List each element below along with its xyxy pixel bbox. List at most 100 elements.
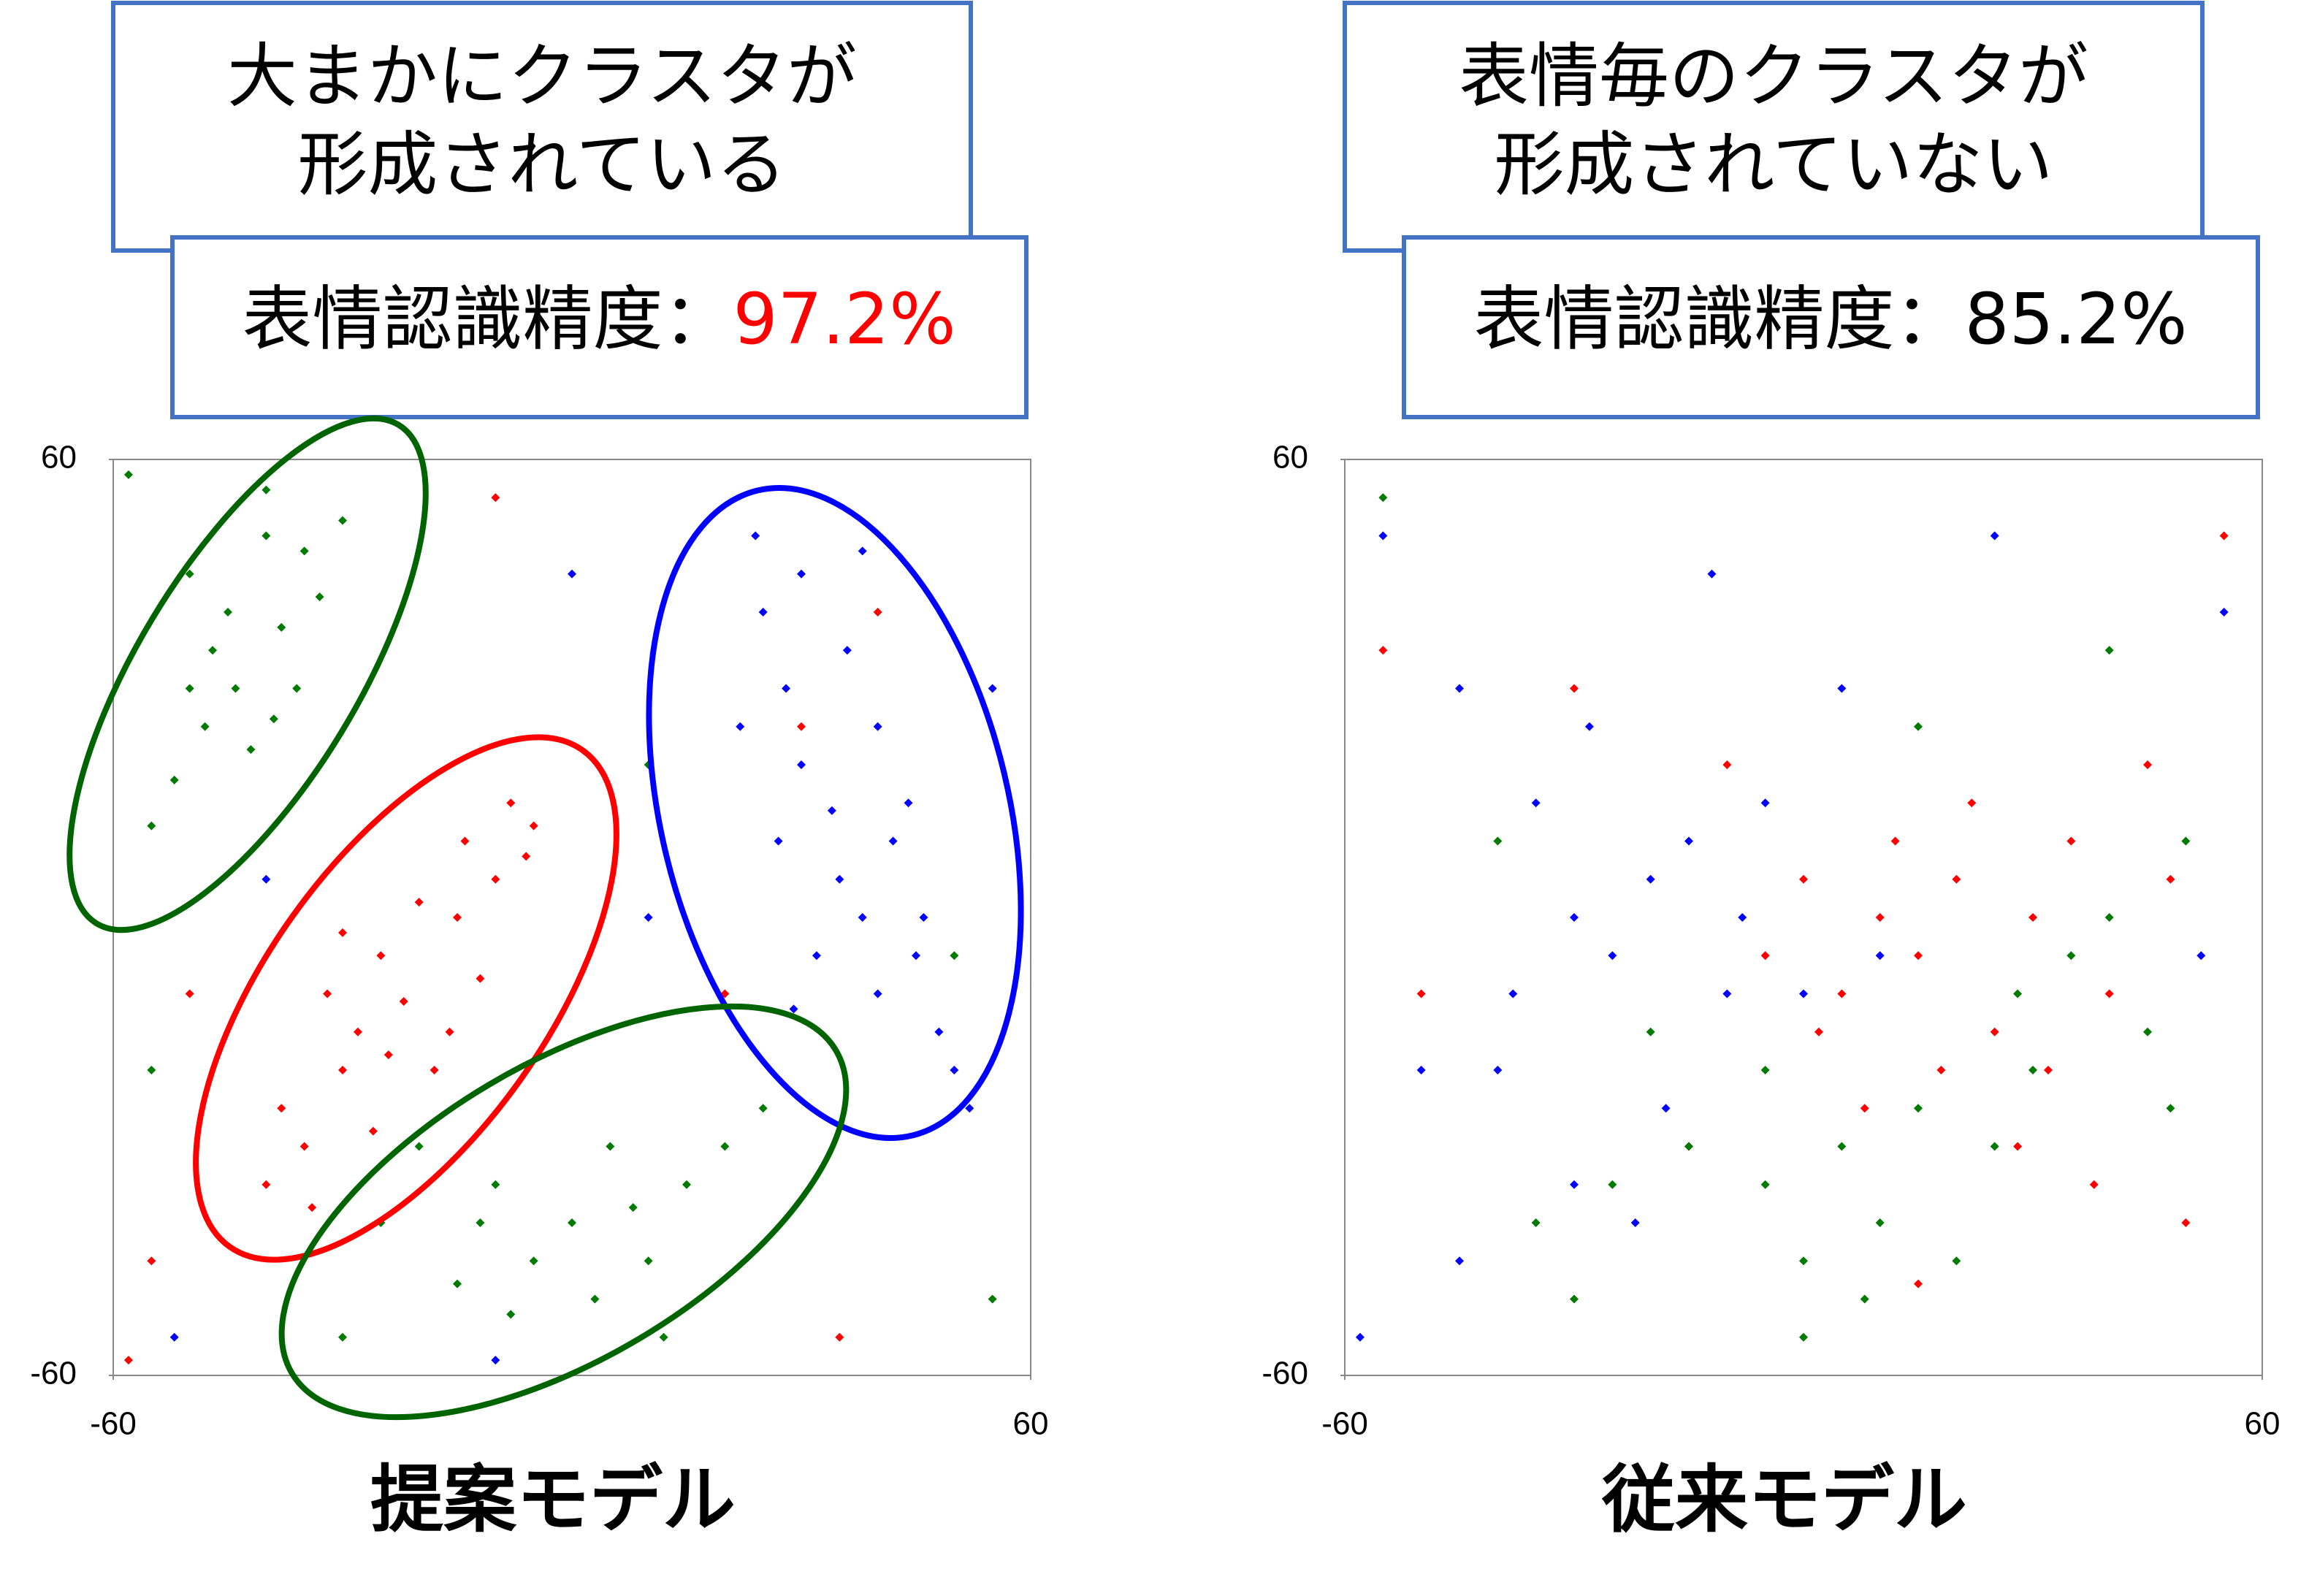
point — [1837, 684, 1847, 693]
cluster-ellipse — [646, 485, 1024, 1141]
point — [2143, 760, 2152, 769]
point — [185, 569, 194, 579]
point — [1646, 874, 1655, 884]
point — [873, 989, 882, 999]
point — [1738, 913, 1747, 922]
point — [338, 516, 347, 525]
point — [1378, 493, 1388, 503]
accuracy-label: 表情認識精度： — [1474, 278, 1965, 360]
point — [1914, 722, 1923, 731]
point — [644, 1256, 653, 1266]
point — [506, 1310, 516, 1319]
point — [1570, 1180, 1579, 1189]
point — [934, 1027, 944, 1036]
point — [797, 569, 806, 579]
point — [1531, 798, 1541, 808]
point — [950, 951, 959, 961]
point — [299, 1142, 309, 1151]
point — [1799, 874, 1808, 884]
point — [262, 1180, 271, 1189]
point — [1990, 531, 1999, 541]
point — [1508, 989, 1518, 999]
point — [491, 874, 500, 884]
point — [950, 1066, 959, 1074]
point — [315, 592, 324, 602]
point — [506, 798, 516, 808]
point — [988, 1294, 997, 1304]
point — [1584, 722, 1594, 731]
y-tick-label: 60 — [41, 440, 77, 476]
point — [1378, 531, 1388, 541]
point — [1875, 951, 1885, 961]
point — [590, 1294, 600, 1304]
point — [2197, 951, 2206, 961]
point — [1661, 1104, 1671, 1113]
accuracy-box — [170, 235, 1028, 419]
point — [858, 546, 867, 556]
point — [2166, 1104, 2175, 1113]
point — [185, 989, 194, 999]
cluster-annotations — [66, 415, 1024, 1421]
point — [491, 1356, 500, 1365]
point — [2166, 874, 2175, 884]
y-tick-label: 60 — [1272, 440, 1308, 476]
point — [2143, 1027, 2152, 1036]
point — [1860, 1104, 1869, 1113]
point — [2104, 913, 2114, 922]
point — [1814, 1027, 1823, 1036]
point — [1799, 1332, 1808, 1342]
x-tick-label: -60 — [90, 1406, 137, 1442]
point — [1570, 913, 1579, 922]
point — [491, 1180, 500, 1189]
point — [758, 608, 768, 616]
point — [2066, 836, 2076, 846]
point — [1493, 1066, 1503, 1074]
point — [1990, 1027, 1999, 1036]
point — [965, 1104, 974, 1113]
point — [262, 874, 271, 884]
accuracy-text: 表情認識精度：97.2% — [243, 278, 956, 360]
point — [835, 874, 844, 884]
point — [476, 974, 485, 983]
point — [568, 1218, 576, 1227]
point — [1914, 1279, 1923, 1288]
cluster-ellipse — [193, 734, 619, 1263]
point — [224, 608, 232, 616]
point — [644, 913, 653, 922]
point — [169, 775, 179, 784]
point — [1416, 1066, 1426, 1074]
point — [1860, 1294, 1869, 1304]
point — [628, 1203, 638, 1213]
x-tick-label: 60 — [2245, 1406, 2281, 1442]
point — [873, 608, 882, 616]
point — [1799, 1256, 1808, 1266]
point — [2066, 951, 2076, 961]
point — [262, 531, 271, 541]
point — [1837, 1142, 1847, 1151]
point — [338, 928, 347, 937]
point — [2013, 1142, 2023, 1151]
point — [1760, 1066, 1770, 1074]
point — [873, 722, 882, 731]
accuracy-value: 97.2% — [733, 278, 956, 360]
point — [1914, 951, 1923, 961]
point — [1875, 1218, 1885, 1227]
accuracy-text: 表情認識精度：85.2% — [1474, 278, 2188, 360]
point — [1455, 1256, 1464, 1266]
point — [720, 1142, 730, 1151]
point — [453, 1279, 462, 1288]
point — [606, 1142, 615, 1151]
point — [1493, 836, 1503, 846]
point — [299, 546, 309, 556]
point — [1416, 989, 1426, 999]
point — [2219, 531, 2229, 541]
point — [383, 1050, 393, 1060]
chart-title: 提案モデル — [370, 1456, 736, 1542]
point — [1914, 1104, 1923, 1113]
point — [277, 622, 286, 632]
y-tick-label: -60 — [1262, 1356, 1308, 1391]
point — [453, 913, 462, 922]
point — [262, 485, 271, 495]
